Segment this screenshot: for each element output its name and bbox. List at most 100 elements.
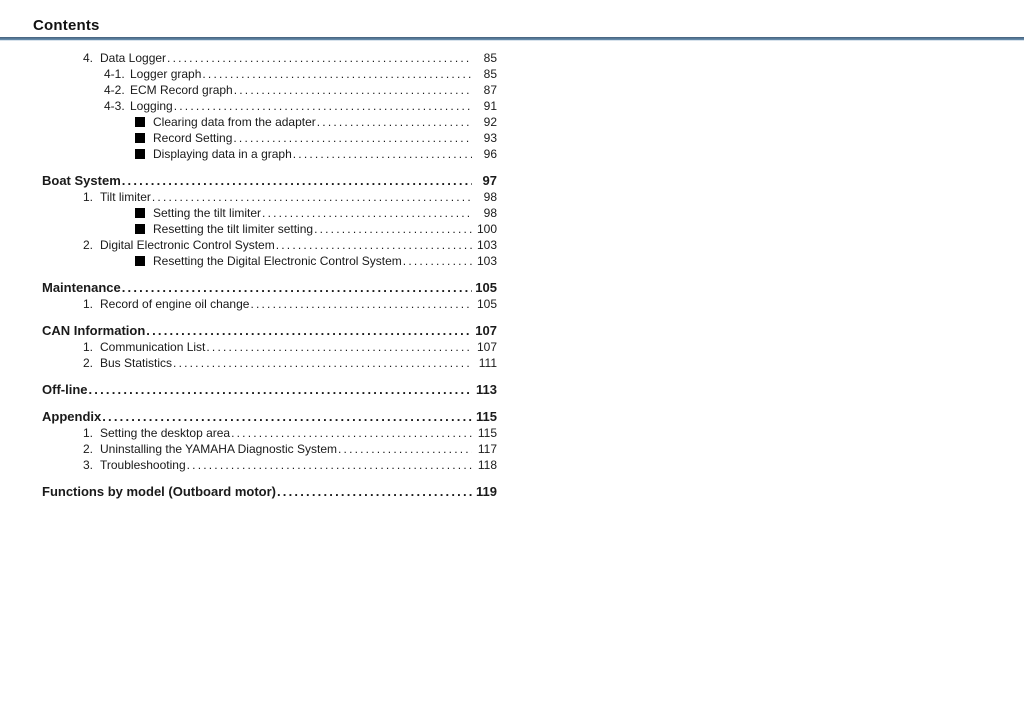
toc-row-item: 2. Uninstalling the YAMAHA Diagnostic Sys… xyxy=(42,441,497,457)
toc-entry-number: 1. xyxy=(83,297,94,311)
toc-entry-number: 4. xyxy=(83,51,94,65)
toc-entry-label: Record of engine oil change xyxy=(100,297,250,311)
square-bullet-icon xyxy=(135,148,145,159)
dot-leader xyxy=(234,82,472,98)
toc-entry-label: Boat System xyxy=(42,173,121,188)
dot-leader xyxy=(314,221,472,237)
toc-entry-number: 1. xyxy=(83,426,94,440)
toc-page-number: 85 xyxy=(483,51,497,65)
dot-leader xyxy=(250,296,472,312)
dot-leader xyxy=(317,114,472,130)
dot-leader xyxy=(403,253,472,269)
toc-entry-label: Tilt limiter xyxy=(100,190,151,204)
toc-row-section: Boat System 97 xyxy=(42,173,497,189)
toc-entry-label: Resetting the Digital Electronic Control… xyxy=(153,254,402,268)
toc-page-number: 87 xyxy=(483,83,497,97)
toc-entry-label: Uninstalling the YAMAHA Diagnostic Syste… xyxy=(100,442,337,456)
dot-leader xyxy=(173,355,472,371)
toc-row-section: Off-line 113 xyxy=(42,382,497,398)
dot-leader xyxy=(152,189,472,205)
page-title: Contents xyxy=(33,17,100,34)
toc-page-number: 115 xyxy=(476,409,497,424)
toc-page-number: 111 xyxy=(478,356,497,370)
toc-row-item: 1. Setting the desktop area 115 xyxy=(42,425,497,441)
dot-leader xyxy=(187,457,472,473)
toc-entry-label: Troubleshooting xyxy=(100,458,186,472)
toc-row-bullet: Setting the tilt limiter 98 xyxy=(42,205,497,221)
toc-page-number: 113 xyxy=(476,382,497,397)
toc-entry-label: Displaying data in a graph xyxy=(153,147,292,161)
toc-page-number: 93 xyxy=(483,131,497,145)
toc-page-number: 105 xyxy=(475,280,497,295)
toc-row-item: 1. Communication List 107 xyxy=(42,339,497,355)
toc-page-number: 98 xyxy=(483,190,497,204)
toc-entry-label: Data Logger xyxy=(100,51,167,65)
toc-entry-number: 3. xyxy=(83,458,94,472)
toc-page-number: 117 xyxy=(477,442,497,456)
toc-entry-number: 2. xyxy=(83,238,94,252)
toc-row-bullet: Record Setting 93 xyxy=(42,130,497,146)
toc-row-bullet: Resetting the tilt limiter setting 100 xyxy=(42,221,497,237)
dot-leader xyxy=(174,98,472,114)
toc-entry-label: CAN Information xyxy=(42,323,146,338)
toc-row-subitem: 4-1. Logger graph 85 xyxy=(42,66,497,82)
toc-row-section: Appendix 115 xyxy=(42,409,497,425)
toc-entry-label: Off-line xyxy=(42,382,88,397)
toc-page-number: 85 xyxy=(483,67,497,81)
toc-row-section: Functions by model (Outboard motor) 119 xyxy=(42,484,497,500)
toc-entry-label: Digital Electronic Control System xyxy=(100,238,275,252)
toc-row-subitem: 4-2. ECM Record graph 87 xyxy=(42,82,497,98)
dot-leader xyxy=(202,66,472,82)
square-bullet-icon xyxy=(135,223,145,234)
dot-leader xyxy=(89,382,473,398)
toc-page-number: 105 xyxy=(476,297,497,311)
toc-entry-number: 4-3. xyxy=(104,99,125,113)
toc-row-item: 4. Data Logger 85 xyxy=(42,50,497,66)
dot-leader xyxy=(122,280,472,296)
toc-row-bullet: Resetting the Digital Electronic Control… xyxy=(42,253,497,269)
toc-entry-label: Bus Statistics xyxy=(100,356,173,370)
toc-row-item: 2. Bus Statistics 111 xyxy=(42,355,497,371)
toc-entry-label: Logging xyxy=(130,99,173,113)
toc-page-number: 115 xyxy=(477,426,497,440)
toc-page-number: 119 xyxy=(476,484,497,499)
toc-entry-label: Functions by model (Outboard motor) xyxy=(42,484,276,499)
toc-row-subitem: 4-3. Logging 91 xyxy=(42,98,497,114)
toc-row-item: 1. Tilt limiter 98 xyxy=(42,189,497,205)
toc-entry-number: 1. xyxy=(83,340,94,354)
dot-leader xyxy=(146,323,472,339)
toc-entry-label: Resetting the tilt limiter setting xyxy=(153,222,314,236)
toc-row-bullet: Displaying data in a graph 96 xyxy=(42,146,497,162)
toc-entry-number: 2. xyxy=(83,356,94,370)
dot-leader xyxy=(276,237,472,253)
toc-row-section: Maintenance 105 xyxy=(42,280,497,296)
toc-entry-label: Clearing data from the adapter xyxy=(153,115,316,129)
toc-row-item: 1. Record of engine oil change 105 xyxy=(42,296,497,312)
dot-leader xyxy=(231,425,472,441)
dot-leader xyxy=(122,173,472,189)
toc-entry-label: ECM Record graph xyxy=(130,83,233,97)
toc-entry-number: 4-2. xyxy=(104,83,125,97)
dot-leader xyxy=(262,205,472,221)
toc-page-number: 100 xyxy=(476,222,497,236)
toc-entry-label: Logger graph xyxy=(130,67,202,81)
toc-row-item: 2. Digital Electronic Control System 103 xyxy=(42,237,497,253)
toc-entry-label: Setting the tilt limiter xyxy=(153,206,262,220)
toc-page-number: 103 xyxy=(476,254,497,268)
square-bullet-icon xyxy=(135,116,145,127)
dot-leader xyxy=(338,441,472,457)
dot-leader xyxy=(293,146,472,162)
toc-row-section: CAN Information 107 xyxy=(42,323,497,339)
square-bullet-icon xyxy=(135,255,145,266)
dot-leader xyxy=(277,484,472,500)
toc-page-number: 107 xyxy=(476,340,497,354)
toc-page-number: 98 xyxy=(483,206,497,220)
toc-entry-number: 2. xyxy=(83,442,94,456)
toc-page-number: 107 xyxy=(475,323,497,338)
table-of-contents: 4. Data Logger 85 4-1. Logger graph 85 4-2. ECM… xyxy=(42,50,497,500)
square-bullet-icon xyxy=(135,207,145,218)
toc-page-number: 97 xyxy=(482,173,497,188)
dot-leader xyxy=(206,339,472,355)
toc-entry-label: Record Setting xyxy=(153,131,233,145)
